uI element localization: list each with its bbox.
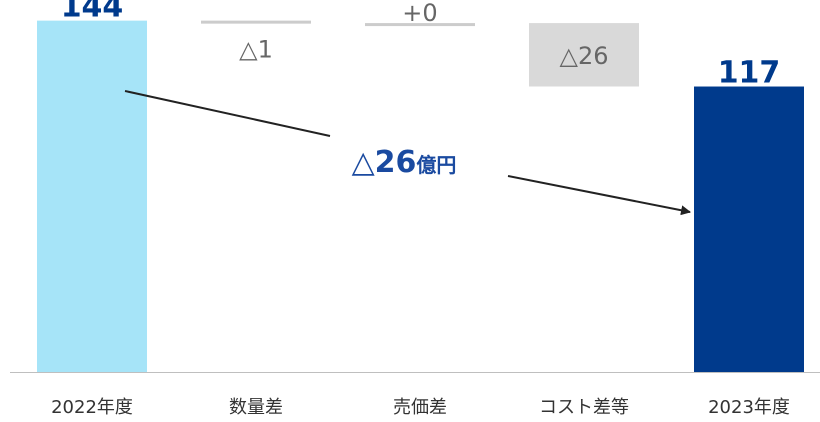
change-annotation: △26億円 [124, 90, 691, 216]
change-annotation-text: △26億円 [352, 145, 457, 180]
bar-1 [37, 20, 147, 372]
value-label-4: △26 [560, 42, 609, 70]
value-label-5: 117 [718, 56, 781, 91]
category-label-5: 2023年度 [708, 397, 790, 418]
bar-5 [694, 86, 804, 373]
bars-group [37, 20, 804, 373]
category-label-3: 売価差 [393, 397, 447, 418]
bar-3 [365, 23, 475, 27]
category-labels-group: 2022年度 数量差 売価差 コスト差等 2023年度 [51, 397, 790, 418]
arrow-right-segment [507, 175, 691, 216]
value-label-1: 144 [61, 0, 124, 25]
bar-4 [529, 23, 639, 87]
category-label-1: 2022年度 [51, 397, 133, 418]
value-label-2: △1 [239, 36, 273, 64]
category-label-2: 数量差 [229, 397, 283, 418]
value-label-3: +0 [402, 0, 437, 27]
change-annotation-value: △26 [352, 145, 417, 180]
change-annotation-unit: 億円 [416, 153, 456, 177]
value-labels-group: 144 △1 +0 △26 117 [61, 0, 781, 91]
bar-2 [201, 20, 311, 24]
category-label-4: コスト差等 [539, 397, 629, 418]
arrow-left-segment [124, 90, 331, 137]
